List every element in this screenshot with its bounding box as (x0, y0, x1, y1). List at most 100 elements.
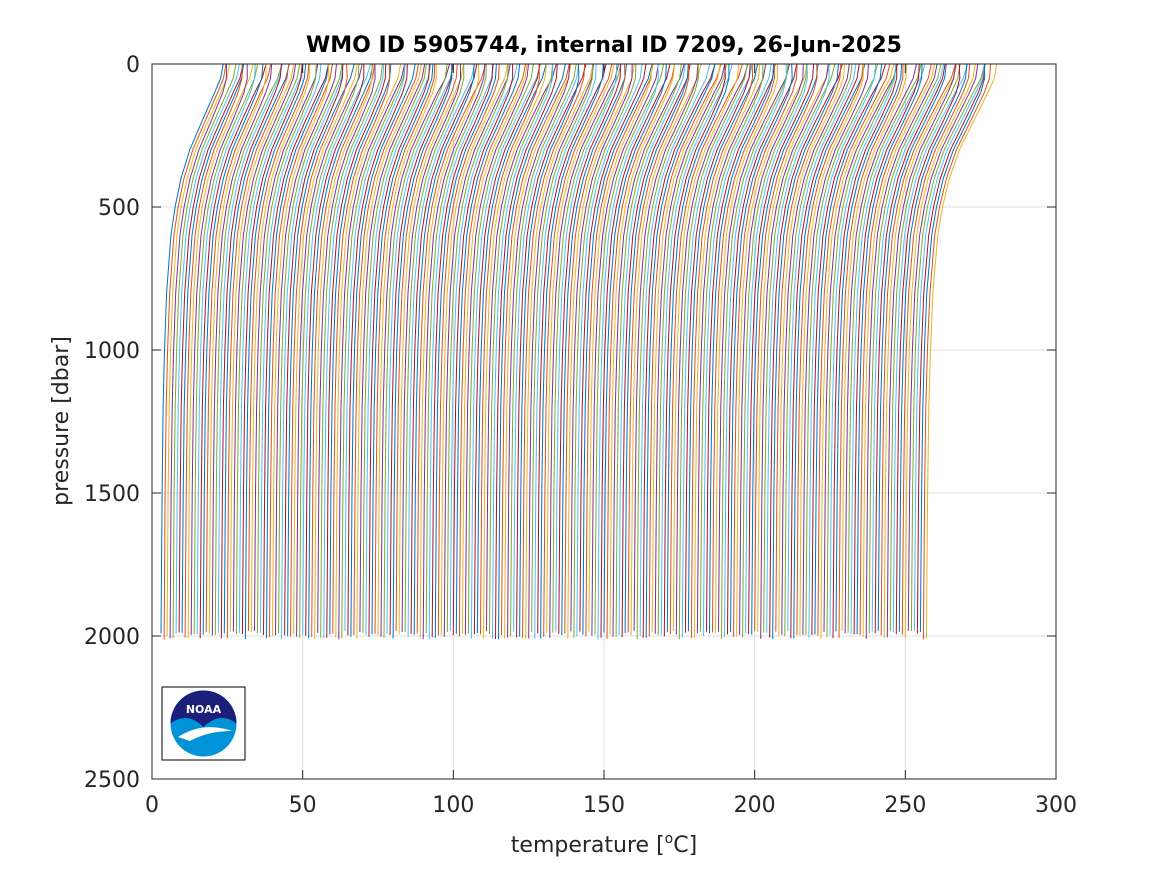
profile-line-103 (470, 63, 542, 639)
profile-line-130 (552, 63, 622, 633)
profile-line-233 (862, 63, 936, 637)
profile-line-33 (260, 63, 322, 633)
profile-line-104 (473, 63, 541, 635)
profile-line-139 (579, 63, 647, 632)
profile-line-0 (160, 63, 224, 634)
profile-line-90 (431, 63, 494, 638)
profile-line-134 (564, 63, 626, 634)
profile-line-63 (350, 63, 416, 637)
profile-line-24 (232, 63, 297, 632)
profile-line-14 (202, 63, 264, 635)
profile-line-53 (320, 63, 383, 638)
profile-line-231 (856, 63, 923, 635)
profile-line-241 (886, 63, 957, 638)
profile-line-15 (205, 63, 272, 633)
profile-line-163 (651, 63, 721, 633)
x-axis-label-prefix: temperature [ (511, 833, 665, 858)
profile-line-19 (217, 63, 283, 633)
profile-line-188 (727, 63, 798, 635)
profile-line-31 (254, 63, 319, 631)
profile-line-230 (853, 63, 920, 635)
profile-line-214 (805, 63, 878, 636)
profile-line-197 (754, 63, 818, 632)
profile-line-64 (353, 63, 419, 636)
profile-line-28 (244, 63, 307, 640)
profile-line-226 (841, 63, 907, 631)
profile-line-68 (365, 63, 432, 635)
profile-line-94 (443, 63, 511, 637)
profile-line-167 (663, 63, 726, 637)
profile-line-161 (645, 63, 716, 639)
profile-line-158 (636, 63, 699, 640)
x-tick-label-2: 100 (432, 793, 474, 818)
profile-line-159 (639, 63, 711, 636)
profile-line-41 (284, 63, 344, 636)
profile-line-65 (356, 63, 422, 639)
profile-line-62 (347, 63, 408, 636)
profile-line-86 (419, 63, 480, 639)
profile-line-141 (585, 63, 654, 637)
profile-line-100 (461, 63, 528, 634)
profile-line-239 (880, 63, 956, 636)
profile-line-251 (916, 63, 986, 634)
profile-line-54 (323, 63, 385, 639)
profile-line-13 (199, 63, 267, 639)
y-axis-label: pressure [dbar] (49, 336, 74, 506)
profile-line-39 (278, 63, 343, 634)
profile-line-145 (597, 63, 659, 640)
profile-line-79 (398, 63, 464, 635)
profile-line-37 (272, 63, 330, 636)
profile-line-82 (407, 63, 476, 637)
profile-line-228 (847, 63, 922, 633)
profile-line-140 (582, 63, 653, 635)
profile-line-97 (452, 64, 514, 636)
profile-line-237 (874, 63, 946, 634)
chart-title: WMO ID 5905744, internal ID 7209, 26-Jun… (306, 33, 902, 58)
profile-line-201 (766, 63, 830, 633)
x-axis-label-suffix: C] (673, 833, 697, 858)
profile-line-253 (922, 63, 992, 640)
profile-line-181 (706, 63, 776, 632)
profile-line-10 (190, 63, 248, 635)
profile-line-115 (507, 63, 571, 638)
profile-line-219 (820, 63, 895, 640)
profile-line-83 (410, 63, 478, 634)
profile-line-162 (648, 63, 722, 637)
profile-line-121 (525, 63, 594, 640)
profile-line-196 (751, 63, 819, 635)
profile-line-75 (386, 63, 455, 634)
profile-line-52 (317, 63, 376, 633)
profile-line-204 (775, 63, 842, 632)
profile-line-2 (166, 63, 231, 637)
profile-line-23 (229, 63, 295, 632)
profile-line-190 (733, 63, 798, 637)
noaa-logo-icon: NOAA (161, 686, 246, 761)
profile-line-123 (531, 63, 594, 632)
profile-line-210 (793, 63, 866, 639)
profile-line-246 (901, 63, 971, 635)
profile-line-47 (302, 63, 372, 636)
profile-line-18 (214, 63, 283, 635)
profile-line-67 (362, 63, 427, 633)
profile-line-216 (811, 63, 886, 636)
profile-line-46 (299, 63, 360, 638)
profile-line-21 (223, 63, 290, 634)
profile-line-78 (395, 63, 458, 631)
profile-line-234 (865, 63, 938, 639)
x-tick-label-5: 250 (884, 793, 926, 818)
profile-line-111 (495, 63, 558, 640)
profile-line-61 (344, 63, 406, 631)
profile-line-245 (898, 63, 968, 632)
profile-line-205 (778, 63, 846, 637)
profile-line-236 (871, 63, 945, 632)
profile-line-166 (660, 63, 733, 635)
profile-line-170 (672, 63, 740, 632)
profile-line-144 (594, 63, 665, 635)
profile-line-136 (570, 63, 633, 632)
profile-line-146 (600, 63, 671, 638)
x-axis-label-degree: o (665, 831, 674, 847)
profile-line-250 (913, 63, 986, 632)
profile-line-149 (609, 63, 675, 635)
profile-line-12 (196, 63, 256, 635)
profile-line-9 (187, 63, 254, 639)
